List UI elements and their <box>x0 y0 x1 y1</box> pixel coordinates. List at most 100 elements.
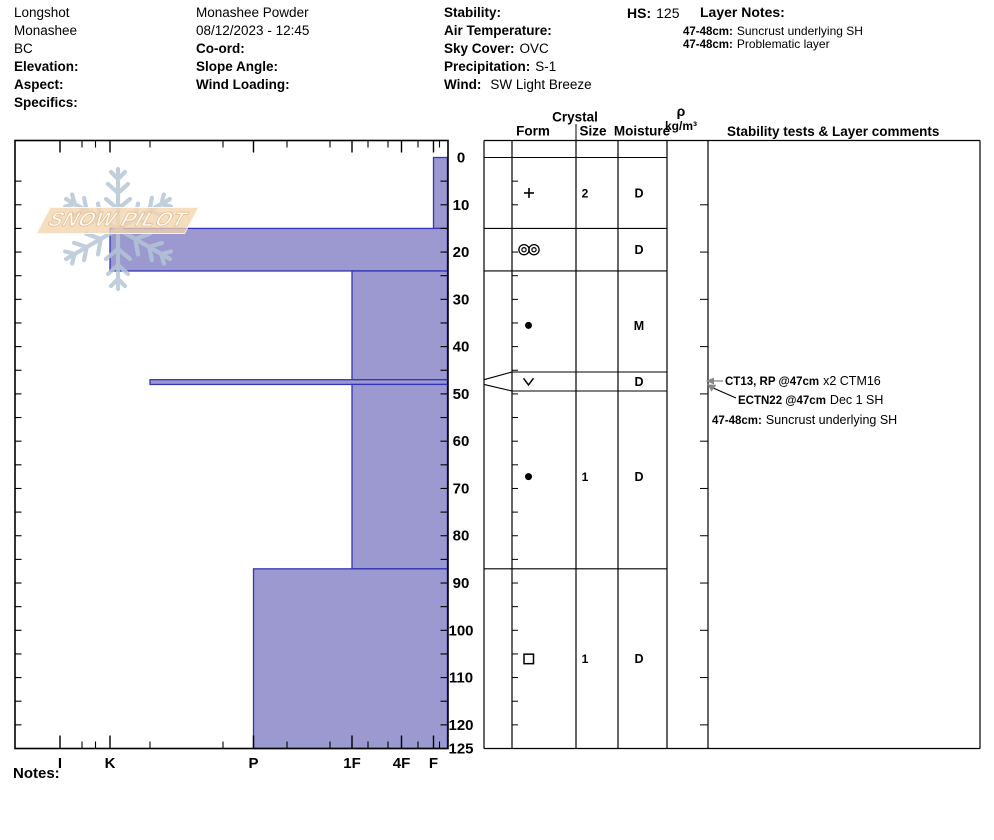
stability-label: Stability: <box>444 5 502 20</box>
comment-range: 47-48cm: <box>712 415 762 427</box>
test-detail: x2 CTM16 <box>823 374 881 388</box>
layer-bar-87-125cm <box>252 568 449 750</box>
stability-test-annotation: ECTN22 @47cm Dec 1 SH <box>738 393 883 408</box>
moisture-value: D <box>634 470 643 484</box>
hs-value: 125 <box>656 5 680 21</box>
depth-label-50: 50 <box>453 386 470 403</box>
depth-label-20: 20 <box>453 244 470 261</box>
grain-form-symbol-FC <box>523 653 535 665</box>
depth-label-90: 90 <box>453 575 470 592</box>
snowpilot-logo: SNOW PILOT <box>35 163 200 303</box>
specifics-label: Specifics: <box>14 95 78 110</box>
snowpilot-logo-banner: SNOW PILOT <box>35 207 200 234</box>
depth-label-60: 60 <box>453 433 470 450</box>
hs-block: HS: 125 <box>627 4 679 22</box>
moisture-value: D <box>634 186 643 200</box>
layer-notes-title: Layer Notes: <box>700 4 785 20</box>
site-name: Longshot <box>14 5 70 20</box>
coord-label: Co-ord: <box>196 41 245 56</box>
form-column-header: Form <box>516 123 550 139</box>
aspect-label: Aspect: <box>14 77 64 92</box>
hardness-axis-label-F: F <box>429 755 438 772</box>
grain-size-value: 2 <box>582 186 589 200</box>
crystal-header: Crystal <box>552 109 598 125</box>
air-temperature-label: Air Temperature: <box>444 23 552 38</box>
layer-bar-48-87cm <box>351 383 449 570</box>
notes-label: Notes: <box>13 765 60 782</box>
comment-text: Suncrust underlying SH <box>765 413 898 427</box>
grain-size-value: 1 <box>582 652 589 666</box>
plot-frame <box>14 139 449 750</box>
pit-datetime: 08/12/2023 - 12:45 <box>196 23 310 38</box>
comments-column-header: Stability tests & Layer comments <box>727 124 940 139</box>
depth-label-120: 120 <box>448 717 473 734</box>
precipitation-value: S-1 <box>535 59 557 74</box>
wind-label: Wind: <box>444 77 482 92</box>
depth-label-110: 110 <box>449 670 473 687</box>
ectn-arrow-line <box>711 386 737 399</box>
layer-bar-47-48cm <box>149 379 449 386</box>
wind-value: SW Light Breeze <box>490 77 592 92</box>
pit-title: Monashee Powder <box>196 5 309 20</box>
hardness-axis-label-4F: 4F <box>393 755 411 772</box>
test-result: ECTN22 @47cm <box>738 395 826 407</box>
hardness-axis-label-I: I <box>58 755 62 772</box>
grain-size-value: 1 <box>582 470 589 484</box>
thin-layer-flare-top <box>483 371 513 381</box>
site-region: Monashee <box>14 23 78 38</box>
depth-label-100: 100 <box>448 622 473 639</box>
layer-bar-24-47cm <box>351 270 449 381</box>
sky-cover-value: OVC <box>519 41 549 56</box>
size-column-header: Size <box>579 123 607 139</box>
stability-test-annotation: CT13, RP @47cm x2 CTM16 <box>725 374 881 389</box>
layer-note-text: Suncrust underlying SH <box>736 24 863 38</box>
layer-note-item: 47-48cm: Problematic layer <box>683 38 830 52</box>
layer-bar-15-24cm <box>109 227 449 272</box>
hardness-axis-label-1F: 1F <box>343 755 361 772</box>
depth-label-70: 70 <box>453 480 470 497</box>
moisture-value: D <box>634 243 643 257</box>
site-state: BC <box>14 41 33 56</box>
layer-note-range: 47-48cm: <box>683 26 733 38</box>
ectn-arrow-head <box>707 384 717 392</box>
test-result: CT13, RP @47cm <box>725 376 820 388</box>
elevation-label: Elevation: <box>14 59 79 74</box>
layer-comment-annotation: 47-48cm: Suncrust underlying SH <box>712 413 897 428</box>
layer-note-item: 47-48cm: Suncrust underlying SH <box>683 25 863 39</box>
sky-cover-label: Sky Cover: <box>444 41 515 56</box>
test-detail: Dec 1 SH <box>829 393 884 407</box>
wind-loading-label: Wind Loading: <box>196 77 290 92</box>
depth-label-80: 80 <box>453 528 470 545</box>
layer-note-text: Problematic layer <box>736 37 830 51</box>
hardness-axis-label-P: P <box>248 755 258 772</box>
ct-arrow-head <box>705 377 714 385</box>
density-symbol-header: ρ <box>676 103 686 119</box>
moisture-value: D <box>634 652 643 666</box>
hardness-axis-label-K: K <box>105 755 116 772</box>
hs-label: HS: <box>627 5 652 21</box>
header-pit-block: Monashee Powder 08/12/2023 - 12:45 Co-or… <box>196 4 309 94</box>
depth-label-30: 30 <box>453 291 470 308</box>
moisture-column-header: Moisture <box>613 123 671 139</box>
depth-label-125: 125 <box>448 741 473 758</box>
depth-label-10: 10 <box>453 197 470 214</box>
grain-form-symbol-RG <box>525 473 532 481</box>
thin-layer-flare-bottom <box>483 383 513 392</box>
header-location-block: Longshot Monashee BC Elevation: Aspect: … <box>14 4 79 112</box>
grain-form-symbol-MFcr <box>518 243 540 256</box>
grain-form-symbol-PP <box>524 187 534 198</box>
density-unit-header: kg/m³ <box>664 119 698 133</box>
grain-form-symbol-RG <box>525 321 532 329</box>
moisture-value: M <box>634 319 644 333</box>
precipitation-label: Precipitation: <box>444 59 531 74</box>
layer-bar-0-15cm <box>432 156 449 230</box>
depth-label-40: 40 <box>453 339 470 356</box>
grain-form-symbol-SH <box>522 377 535 387</box>
header-conditions-block: Stability: Air Temperature: Sky Cover: OV… <box>444 4 592 94</box>
slope-angle-label: Slope Angle: <box>196 59 279 74</box>
moisture-value: D <box>634 375 643 389</box>
depth-label-0: 0 <box>457 150 465 167</box>
layer-note-range: 47-48cm: <box>683 39 733 51</box>
